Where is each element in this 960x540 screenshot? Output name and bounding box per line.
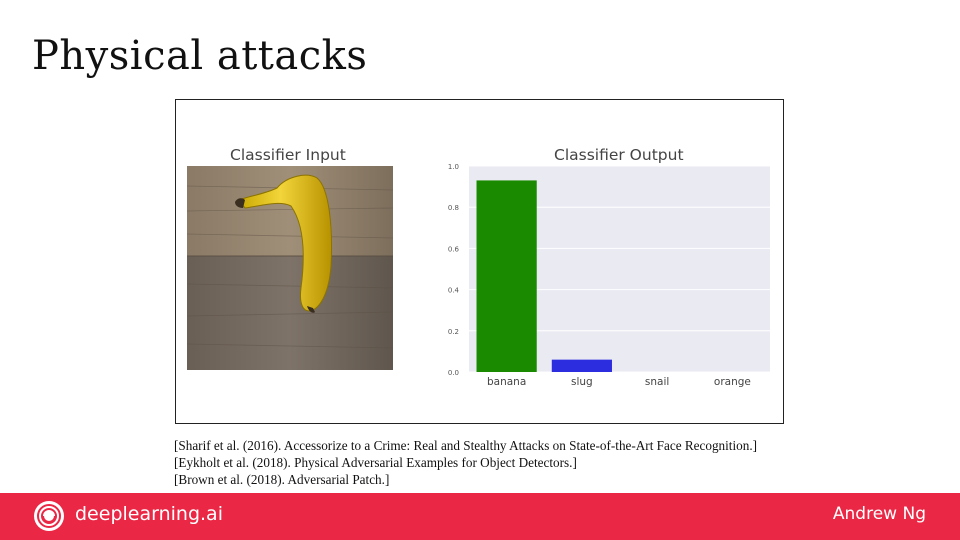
classifier-input-title: Classifier Input <box>230 146 346 164</box>
x-tick-label-banana: banana <box>487 376 526 388</box>
classifier-output-chart: 0.0 0.2 0.4 0.6 0.8 1.0 banana slug snail orange <box>448 163 770 388</box>
deeplearning-logo-icon <box>34 501 64 531</box>
y-tick-label: 0.2 <box>448 328 459 336</box>
y-tick-label: 0.8 <box>448 204 459 212</box>
x-tick-label-slug: slug <box>571 376 593 388</box>
x-tick-label-orange: orange <box>714 376 751 388</box>
reference-eykholt: [Eykholt et al. (2018). Physical Adversa… <box>174 455 577 470</box>
y-tick-label: 0.6 <box>448 245 460 253</box>
reference-sharif: [Sharif et al. (2016). Accessorize to a … <box>174 438 758 453</box>
x-tick-label-snail: snail <box>645 376 669 388</box>
slide-title: Physical attacks <box>32 33 368 79</box>
figure-frame: Classifier Input Classifier Output <box>175 99 784 424</box>
author-name: Andrew Ng <box>832 504 926 524</box>
y-tick-label: 0.0 <box>448 369 459 377</box>
banana-photo <box>187 166 393 370</box>
reference-brown: [Brown et al. (2018). Adversarial Patch.… <box>174 472 390 487</box>
bar-slug <box>551 359 612 372</box>
y-tick-label: 1.0 <box>448 163 459 171</box>
references: [Sharif et al. (2016). Accessorize to a … <box>174 437 757 488</box>
y-tick-label: 0.4 <box>448 287 460 295</box>
classifier-output-title: Classifier Output <box>554 146 684 164</box>
brand-name: deeplearning.ai <box>75 503 223 525</box>
bar-banana <box>476 180 537 372</box>
footer-bar: deeplearning.ai Andrew Ng <box>0 493 960 540</box>
